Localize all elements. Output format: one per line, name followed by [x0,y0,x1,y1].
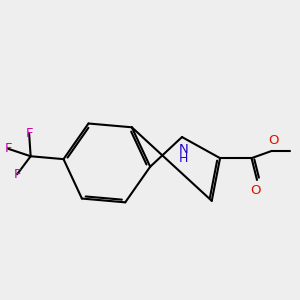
Text: O: O [268,134,279,147]
Text: F: F [26,127,33,140]
Text: F: F [14,168,21,181]
Text: O: O [250,184,261,196]
Text: F: F [4,142,12,155]
Text: N: N [179,143,189,156]
Text: H: H [179,152,188,165]
